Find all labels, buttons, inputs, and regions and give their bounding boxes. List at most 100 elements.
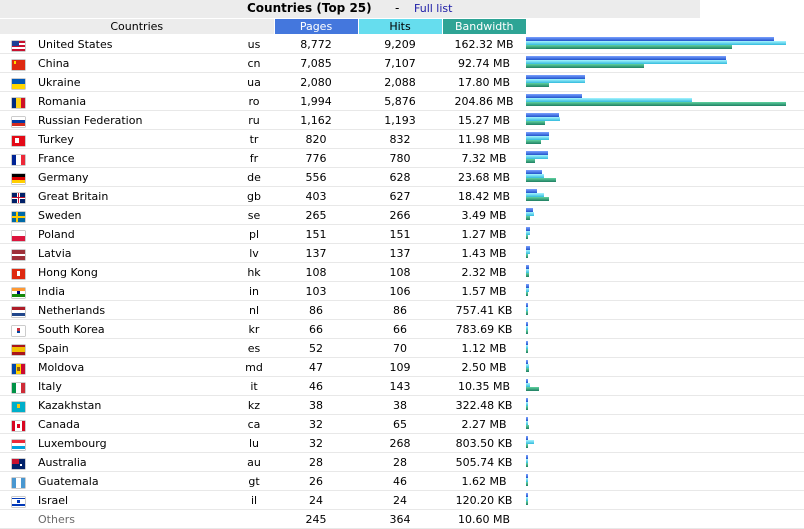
country-code: kr xyxy=(234,319,274,339)
lv-flag-icon xyxy=(12,249,25,260)
table-row: France fr 776 780 7.32 MB xyxy=(0,148,804,168)
others-row: Others 245 364 10.60 MB xyxy=(0,509,804,529)
pages-value: 403 xyxy=(274,186,358,206)
pages-value: 776 xyxy=(274,148,358,168)
country-code: lu xyxy=(234,433,274,453)
pages-bar xyxy=(526,417,528,421)
table-row: Poland pl 151 151 1.27 MB xyxy=(0,224,804,244)
bandwidth-bar xyxy=(526,349,528,353)
country-code: pl xyxy=(234,224,274,244)
table-row: China cn 7,085 7,107 92.74 MB xyxy=(0,53,804,73)
hits-value: 86 xyxy=(358,300,442,320)
flag-cell xyxy=(0,167,38,187)
ru-flag-icon xyxy=(12,116,25,127)
bar-graph-cell xyxy=(526,129,804,149)
pages-value: 66 xyxy=(274,319,358,339)
bandwidth-bar xyxy=(526,178,556,182)
table-row: Canada ca 32 65 2.27 MB xyxy=(0,414,804,434)
country-code: nl xyxy=(234,300,274,320)
pages-bar xyxy=(526,455,528,459)
bar-graph-cell xyxy=(526,395,804,415)
hits-bar xyxy=(526,364,529,368)
bandwidth-bar xyxy=(526,235,528,239)
country-name: Germany xyxy=(38,167,234,187)
cn-flag-icon xyxy=(12,59,25,70)
table-row: Ukraine ua 2,080 2,088 17.80 MB xyxy=(0,72,804,92)
table-row: Luxembourg lu 32 268 803.50 KB xyxy=(0,433,804,453)
md-flag-icon xyxy=(12,363,25,374)
flag-cell xyxy=(0,376,38,396)
bar-graph-cell xyxy=(526,34,804,54)
bandwidth-value: 92.74 MB xyxy=(442,53,526,73)
country-code: ua xyxy=(234,72,274,92)
gb-flag-icon xyxy=(12,192,25,203)
country-code: ru xyxy=(234,110,274,130)
pages-bar xyxy=(526,37,774,41)
flag-cell xyxy=(0,471,38,491)
us-flag-icon xyxy=(12,40,25,51)
flag-cell xyxy=(0,148,38,168)
country-name: Israel xyxy=(38,490,234,510)
bar-graph-cell xyxy=(526,281,804,301)
country-name: United States xyxy=(38,34,234,54)
hits-bar xyxy=(526,155,548,159)
bar-graph-cell xyxy=(526,110,804,130)
country-name: Australia xyxy=(38,452,234,472)
ca-flag-icon xyxy=(12,420,25,431)
bandwidth-value: 505.74 KB xyxy=(442,452,526,472)
pages-value: 46 xyxy=(274,376,358,396)
pages-bar xyxy=(526,189,537,193)
flag-cell xyxy=(0,357,38,377)
bandwidth-value: 803.50 KB xyxy=(442,433,526,453)
country-code: gb xyxy=(234,186,274,206)
pages-value: 26 xyxy=(274,471,358,491)
country-code: in xyxy=(234,281,274,301)
country-name: Spain xyxy=(38,338,234,358)
title-separator: - xyxy=(395,1,400,15)
flag-cell xyxy=(0,243,38,263)
bandwidth-bar xyxy=(526,406,528,410)
country-name: Latvia xyxy=(38,243,234,263)
table-row: India in 103 106 1.57 MB xyxy=(0,281,804,301)
flag-cell xyxy=(0,186,38,206)
hits-value: 70 xyxy=(358,338,442,358)
bandwidth-bar xyxy=(526,292,528,296)
bandwidth-bar xyxy=(526,311,528,315)
country-code: ca xyxy=(234,414,274,434)
full-list-link[interactable]: Full list xyxy=(414,2,453,15)
country-code: es xyxy=(234,338,274,358)
country-name: Kazakhstan xyxy=(38,395,234,415)
hits-bar xyxy=(526,79,585,83)
country-code: kz xyxy=(234,395,274,415)
flag-cell xyxy=(0,91,38,111)
lu-flag-icon xyxy=(12,439,25,450)
bar-graph-cell xyxy=(526,186,804,206)
bandwidth-bar xyxy=(526,121,545,125)
table-row: Romania ro 1,994 5,876 204.86 MB xyxy=(0,91,804,111)
pages-value: 245 xyxy=(274,509,358,529)
country-name: Canada xyxy=(38,414,234,434)
flag-cell xyxy=(0,34,38,54)
pages-value: 103 xyxy=(274,281,358,301)
bandwidth-bar xyxy=(526,64,644,68)
hits-value: 9,209 xyxy=(358,34,442,54)
hits-value: 24 xyxy=(358,490,442,510)
pages-value: 151 xyxy=(274,224,358,244)
bandwidth-value: 204.86 MB xyxy=(442,91,526,111)
hits-value: 65 xyxy=(358,414,442,434)
pages-value: 2,080 xyxy=(274,72,358,92)
in-flag-icon xyxy=(12,287,25,298)
country-name: Ukraine xyxy=(38,72,234,92)
bandwidth-value: 1.27 MB xyxy=(442,224,526,244)
pages-value: 28 xyxy=(274,452,358,472)
pages-value: 1,162 xyxy=(274,110,358,130)
pages-value: 556 xyxy=(274,167,358,187)
flag-cell xyxy=(0,224,38,244)
bandwidth-value: 120.20 KB xyxy=(442,490,526,510)
ua-flag-icon xyxy=(12,78,25,89)
bandwidth-value: 7.32 MB xyxy=(442,148,526,168)
pages-bar xyxy=(526,322,528,326)
hits-bar xyxy=(526,288,529,292)
bandwidth-bar xyxy=(526,482,528,486)
graph-column-header xyxy=(526,19,804,35)
